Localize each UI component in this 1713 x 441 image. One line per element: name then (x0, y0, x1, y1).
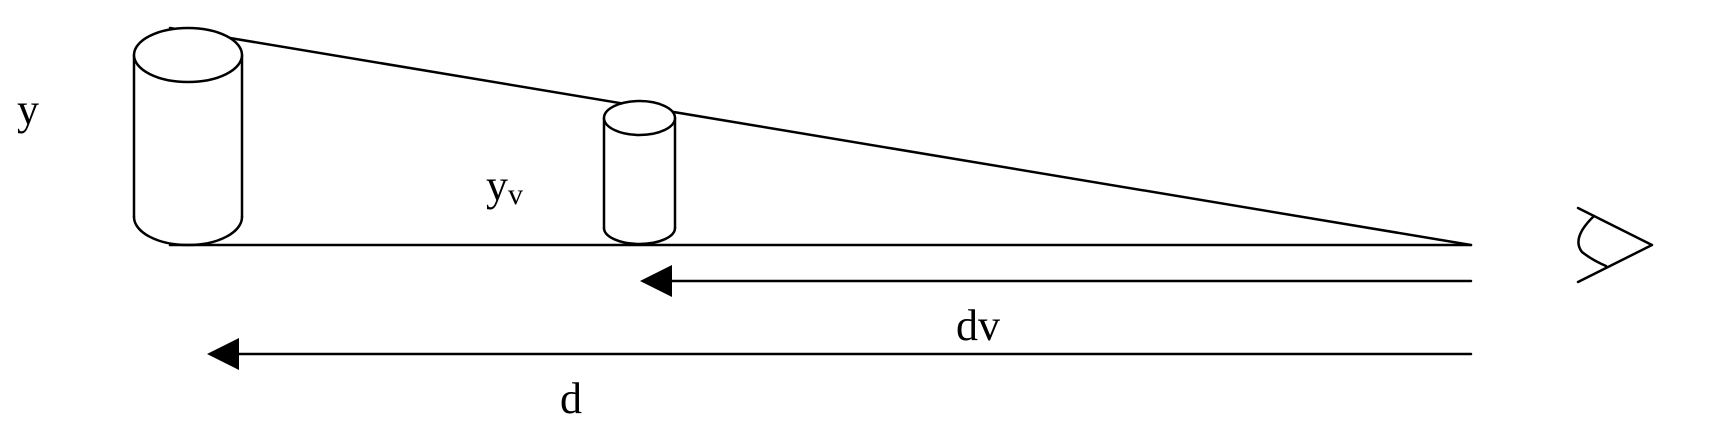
label-y: y (17, 85, 39, 134)
dv-arrowhead (640, 265, 672, 297)
d-arrowhead (207, 338, 239, 370)
small-cylinder (602, 99, 677, 246)
label-dv: dv (956, 301, 1000, 350)
dv-arrow (640, 265, 1473, 297)
label-yv-main: y (486, 161, 508, 210)
d-arrow (207, 338, 1473, 370)
large-cylinder (132, 26, 244, 247)
large-cylinder-top (132, 26, 244, 84)
label-yv: yv (486, 161, 523, 211)
label-yv-subscript: v (508, 178, 523, 211)
small-cylinder-top (602, 99, 677, 137)
sight-line (168, 26, 1473, 247)
label-d: d (560, 374, 582, 423)
eye-icon (1576, 206, 1654, 284)
